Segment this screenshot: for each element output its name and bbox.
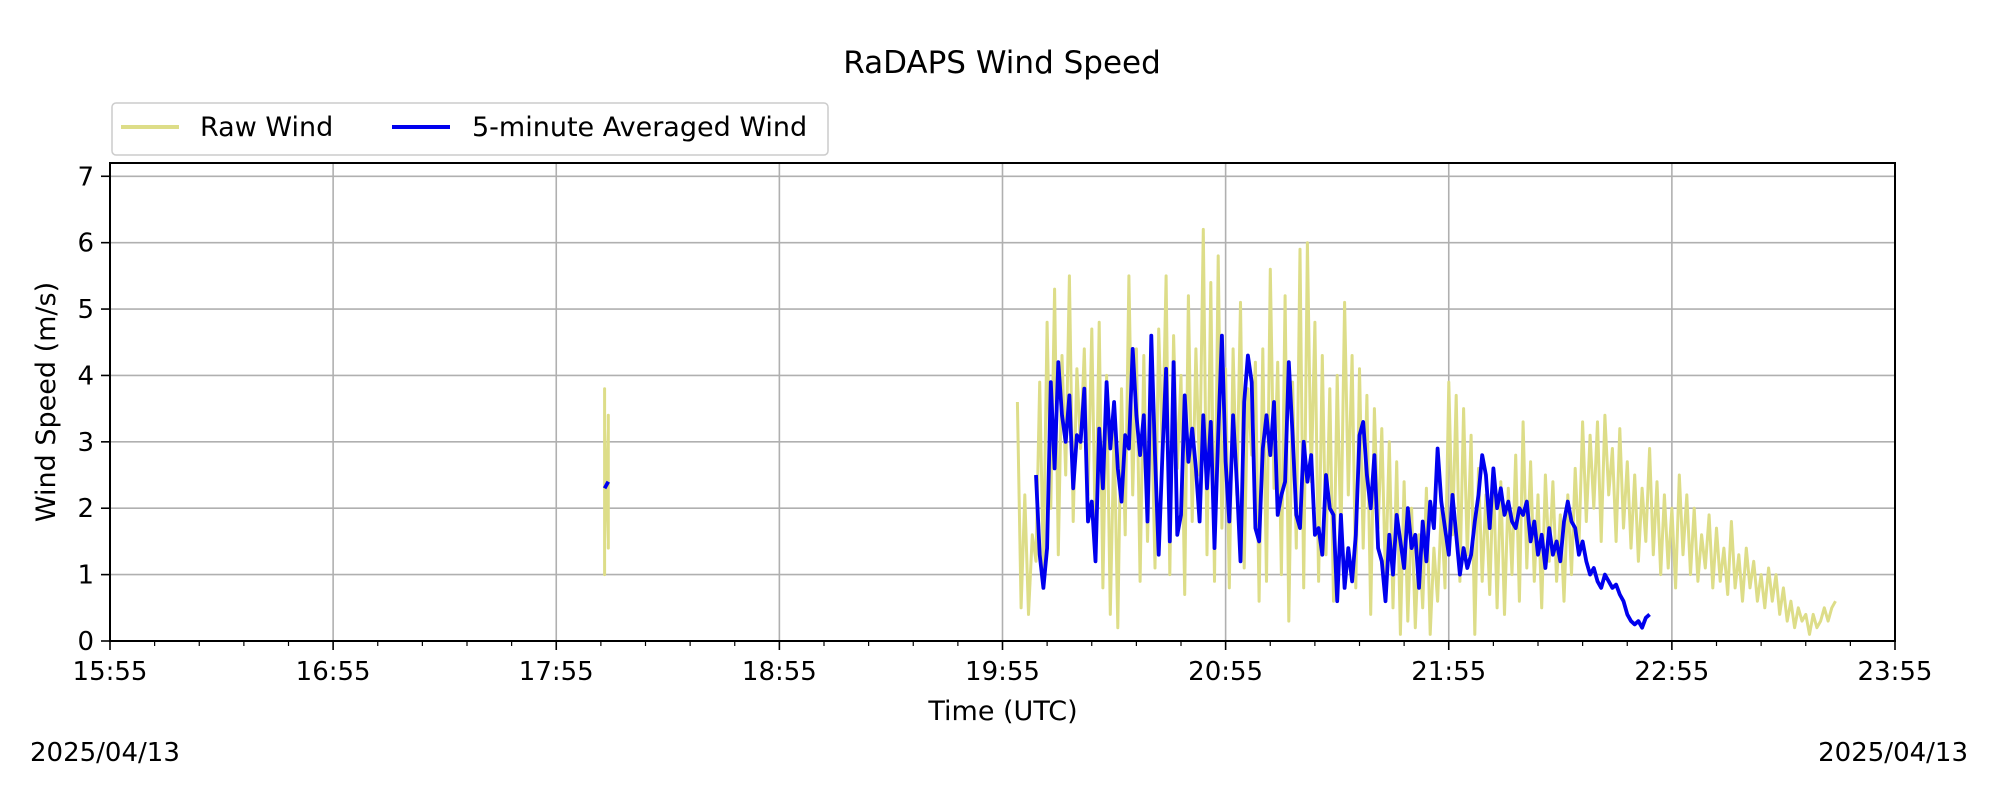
x-axis-label: Time (UTC) xyxy=(927,696,1077,727)
x-tick-label: 20:55 xyxy=(1188,657,1263,687)
x-tick-label: 19:55 xyxy=(965,657,1040,687)
averaged-wind-series xyxy=(602,333,1651,630)
y-tick-label: 0 xyxy=(77,627,94,657)
x-tick-label: 18:55 xyxy=(742,657,817,687)
legend-label-raw: Raw Wind xyxy=(200,112,333,143)
end-date-label: 2025/04/13 xyxy=(1818,738,1968,768)
y-axis-label: Wind Speed (m/s) xyxy=(31,282,62,522)
y-tick-label: 2 xyxy=(77,494,94,524)
y-tick-label: 6 xyxy=(77,229,94,259)
legend: Raw Wind 5-minute Averaged Wind xyxy=(111,102,829,156)
y-tick-label: 1 xyxy=(77,561,94,591)
x-axis: 15:55 16:55 17:55 18:55 19:55 20:55 21:55 22:55… xyxy=(73,641,1933,687)
x-tick-label: 21:55 xyxy=(1411,657,1486,687)
raw-wind-series xyxy=(603,227,1837,636)
chart-title: RaDAPS Wind Speed xyxy=(843,45,1161,81)
grid xyxy=(109,163,1896,642)
legend-box xyxy=(111,102,829,156)
averaged-wind-line xyxy=(1034,333,1651,630)
legend-label-averaged: 5-minute Averaged Wind xyxy=(472,112,807,143)
x-tick-label: 23:55 xyxy=(1858,657,1933,687)
y-tick-label: 3 xyxy=(77,428,94,458)
x-tick-label: 15:55 xyxy=(73,657,148,687)
x-tick-label: 17:55 xyxy=(519,657,594,687)
y-tick-label: 7 xyxy=(77,162,94,192)
raw-wind-line xyxy=(603,387,610,577)
y-tick-label: 4 xyxy=(77,361,94,391)
raw-wind-line xyxy=(1015,227,1837,636)
averaged-wind-line xyxy=(602,480,610,490)
x-tick-label: 16:55 xyxy=(296,657,371,687)
y-axis: 0 1 2 3 4 5 6 7 xyxy=(77,162,110,657)
y-tick-label: 5 xyxy=(77,295,94,325)
start-date-label: 2025/04/13 xyxy=(30,738,180,768)
x-tick-label: 22:55 xyxy=(1634,657,1709,687)
